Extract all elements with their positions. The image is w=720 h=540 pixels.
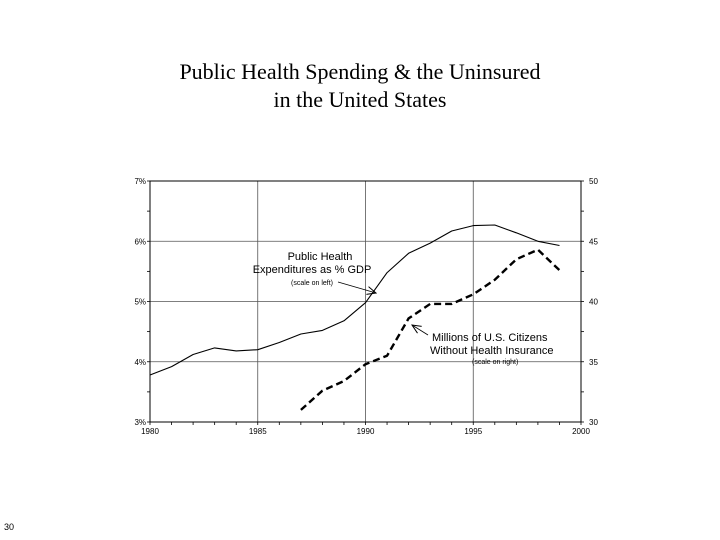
y-left-tick-label: 6%: [134, 237, 146, 246]
x-tick-label: 2000: [572, 427, 590, 436]
annotation-public-health-arrow: [337, 281, 376, 293]
series-public-health-line: [149, 224, 560, 376]
annotation-uninsured-arrow: [412, 325, 429, 336]
annotation-uninsured-label: Millions of U.S. Citizens: [432, 332, 548, 344]
y-left-tick-label: 4%: [134, 358, 146, 367]
annotation-public-health-label: Public Health: [288, 251, 353, 263]
annotation-public-health-label2: Expenditures as % GDP: [253, 264, 372, 276]
annotation-uninsured: Millions of U.S. Citizens Without Health…: [412, 325, 554, 366]
y-left-tick-label: 3%: [134, 418, 146, 427]
x-tick-label: 1980: [141, 427, 159, 436]
y-right-tick-label: 30: [589, 418, 598, 427]
x-tick-label: 1985: [249, 427, 267, 436]
x-tick-label: 1990: [357, 427, 375, 436]
chart-title-line-2: in the United States: [273, 87, 447, 112]
y-right-tick-label: 45: [589, 237, 598, 246]
y-left-tick-label: 7%: [134, 177, 146, 186]
annotation-public-health: Public Health Expenditures as % GDP (sca…: [253, 251, 376, 293]
y-right-tick-label: 35: [589, 358, 598, 367]
annotation-public-health-note: (scale on left): [291, 280, 333, 287]
chart-title-line-1: Public Health Spending & the Uninsured: [179, 59, 541, 84]
chart-grid: [149, 180, 582, 423]
y-right-tick-label: 40: [589, 298, 598, 307]
x-tick-label: 1995: [464, 427, 482, 436]
series-lines: [149, 224, 561, 411]
y-left-tick-label: 5%: [134, 298, 146, 307]
annotation-uninsured-note: (scale on right): [472, 359, 518, 366]
y-right-tick-label: 50: [589, 177, 598, 186]
axis-ticks: 3% 4% 5% 6% 7% 30 35 40 45 50 1980 1985 1990 1995 2000: [134, 177, 598, 436]
chart-frame: [147, 180, 584, 425]
page-number: 30: [4, 522, 15, 532]
annotation-uninsured-label2: Without Health Insurance: [430, 345, 554, 357]
chart-title: Public Health Spending & the Uninsured i…: [0, 58, 720, 114]
